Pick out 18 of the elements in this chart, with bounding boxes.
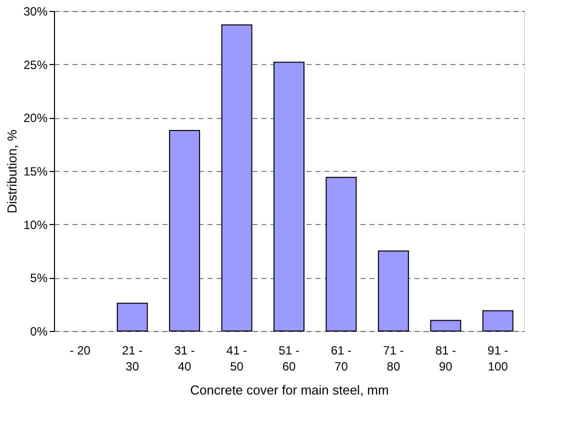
x-tick-label: 81 - 90	[435, 344, 456, 374]
y-tick-label: 10%	[23, 218, 48, 232]
x-tick-label: - 20	[70, 344, 91, 358]
x-tick-label: 71 - 80	[383, 344, 404, 374]
x-tick-label: 21 - 30	[122, 344, 143, 374]
y-tick-label: 0%	[30, 324, 48, 338]
y-tick-label: 20%	[23, 111, 48, 126]
x-tick-label: 41 - 50	[226, 344, 248, 374]
x-axis-title: Concrete cover for main steel, mm	[190, 382, 389, 398]
y-tick-label: 15%	[23, 164, 48, 178]
x-tick-label: 91 - 100	[488, 344, 508, 374]
y-tick-label: 30%	[23, 4, 48, 18]
x-tick-label: 31 - 40	[174, 344, 195, 374]
y-axis-title: Distribution, %	[4, 129, 20, 214]
x-tick-label: 61 - 70	[330, 344, 352, 374]
y-tick-label: 5%	[30, 271, 48, 286]
x-tick-label: 51 - 60	[278, 344, 300, 374]
y-tick-label: 25%	[23, 58, 48, 72]
